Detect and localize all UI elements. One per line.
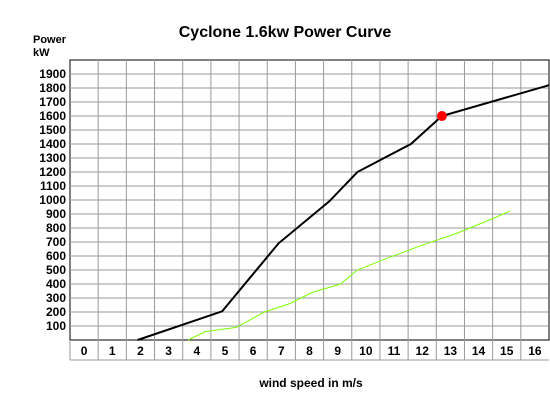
x-tick-label: 7 <box>278 344 285 358</box>
y-tick-label: 1100 <box>40 179 66 193</box>
x-tick-label: 15 <box>500 344 514 358</box>
x-tick-label: 13 <box>444 344 458 358</box>
x-tick-label: 16 <box>528 344 542 358</box>
y-tick-label: 600 <box>46 249 66 263</box>
x-tick-label: 14 <box>472 344 486 358</box>
marker-layer <box>436 111 447 121</box>
x-tick-label: 4 <box>193 344 200 358</box>
y-axis-label-line1: Power <box>33 34 67 46</box>
y-tick-label: 1200 <box>39 165 66 179</box>
x-tick-label: 8 <box>306 344 313 358</box>
y-tick-label: 400 <box>46 277 66 291</box>
x-axis-label: wind speed in m/s <box>258 376 363 390</box>
rated-power-marker <box>436 111 447 121</box>
y-tick-label: 1900 <box>39 67 66 81</box>
y-tick-label: 1400 <box>39 137 66 151</box>
y-axis-label-line2: kW <box>33 47 50 59</box>
x-tick-label: 3 <box>165 344 172 358</box>
y-tick-label: 1000 <box>39 193 66 207</box>
x-tick-label: 9 <box>334 344 341 358</box>
y-tick-label: 100 <box>46 319 66 333</box>
y-tick-label: 300 <box>46 291 66 305</box>
y-tick-label: 500 <box>46 263 66 277</box>
x-tick-label: 10 <box>359 344 373 358</box>
x-tick-label: 0 <box>81 344 88 358</box>
x-tick-label: 6 <box>250 344 257 358</box>
x-tick-label: 2 <box>137 344 144 358</box>
series-line-2 <box>188 210 510 341</box>
y-tick-label: 900 <box>46 207 66 221</box>
y-tick-label: 1500 <box>39 123 66 137</box>
grid-lines <box>69 60 549 361</box>
x-tick-label: 5 <box>222 344 229 358</box>
y-tick-label: 1800 <box>39 81 66 95</box>
y-tick-label: 700 <box>46 235 66 249</box>
y-tick-label: 1600 <box>39 109 66 123</box>
y-tick-label: 200 <box>46 305 66 319</box>
x-tick-labels: 0 1 2 3 4 5 6 7 8 9 10 11 12 13 14 15 16 <box>81 344 542 358</box>
y-tick-label: 800 <box>46 221 66 235</box>
x-tick-label: 11 <box>388 344 401 358</box>
y-tick-label: 1700 <box>39 95 66 109</box>
y-tick-labels: 1002003004005006007008009001000110012001… <box>39 67 66 333</box>
y-tick-label: 1300 <box>39 151 66 165</box>
series-line-1 <box>137 84 550 341</box>
x-tick-label: 1 <box>109 344 116 358</box>
chart-title: Cyclone 1.6kw Power Curve <box>179 24 392 41</box>
series-layer <box>137 84 550 341</box>
x-tick-label: 12 <box>416 344 430 358</box>
